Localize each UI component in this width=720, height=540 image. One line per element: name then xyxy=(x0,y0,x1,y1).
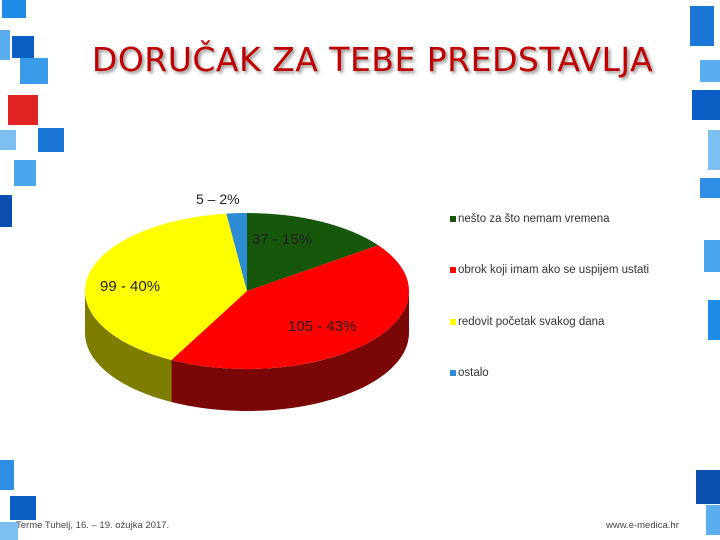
legend-swatch xyxy=(450,319,456,325)
legend-swatch xyxy=(450,216,456,222)
decorative-mosaic-bottom-left xyxy=(0,460,60,540)
legend-item-obrok: obrok koji imam ako se uspijem ustati xyxy=(450,264,649,276)
legend-swatch xyxy=(450,370,456,376)
pie-slice-redovit xyxy=(85,213,247,360)
pie-slice-ostalo xyxy=(226,213,247,291)
pie-slice-nesto xyxy=(247,213,379,291)
legend-label: redovit početak svakog dana xyxy=(458,316,605,328)
pie-slice-obrok xyxy=(171,245,409,369)
legend-item-ostalo: ostalo xyxy=(450,367,489,379)
decorative-mosaic-left xyxy=(0,0,70,240)
legend-label: ostalo xyxy=(458,367,489,379)
decorative-mosaic-right xyxy=(670,0,720,540)
footer-event: Terme Tuhelj, 16. – 19. ožujka 2017. xyxy=(16,520,170,531)
data-label-obrok: 105 - 43% xyxy=(288,318,357,335)
pie-side-redovit xyxy=(85,291,172,402)
data-label-nesto: 37 - 15% xyxy=(252,231,313,248)
legend-swatch xyxy=(450,267,456,273)
pie-side-obrok xyxy=(171,291,409,411)
data-label-redovit: 99 - 40% xyxy=(100,278,161,295)
legend-label: nešto za što nemam vremena xyxy=(458,213,610,225)
slide-title: DORUČAK ZA TEBE PREDSTAVLJA xyxy=(91,40,654,79)
data-label-ostalo: 5 – 2% xyxy=(196,191,240,207)
legend-item-nesto: nešto za što nemam vremena xyxy=(450,213,610,225)
legend-label: obrok koji imam ako se uspijem ustati xyxy=(458,264,650,276)
footer-website: www.e-medica.hr xyxy=(606,520,679,531)
legend-item-redovit: redovit početak svakog dana xyxy=(450,316,604,328)
